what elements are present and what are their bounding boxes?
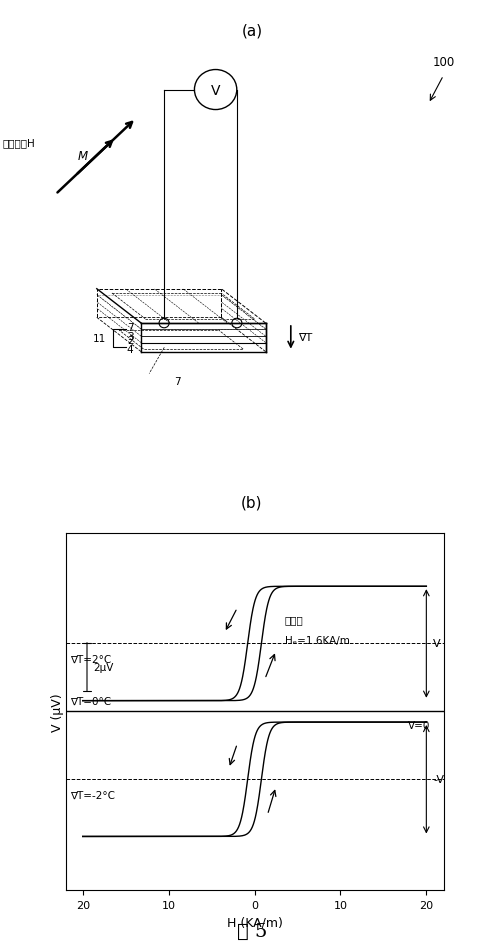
Text: -V: -V	[433, 775, 444, 784]
Text: 3: 3	[127, 332, 134, 342]
Text: V=0: V=0	[408, 721, 430, 730]
Text: 4: 4	[127, 345, 134, 355]
Text: Hₑ=1.6KA/m: Hₑ=1.6KA/m	[285, 636, 349, 645]
Text: (b): (b)	[241, 495, 263, 509]
Y-axis label: V (μV): V (μV)	[51, 692, 64, 731]
Text: 外部磁場H: 外部磁場H	[3, 138, 35, 148]
Text: ∇T=0°C: ∇T=0°C	[70, 696, 111, 706]
X-axis label: H (KA/m): H (KA/m)	[227, 916, 282, 928]
Text: V: V	[433, 639, 441, 648]
Text: 2μV: 2μV	[93, 662, 113, 672]
Text: M: M	[78, 149, 88, 163]
Text: ∇T=2°C: ∇T=2°C	[70, 655, 111, 664]
Text: 保磁力: 保磁力	[285, 614, 303, 625]
Text: 図 5: 図 5	[237, 922, 267, 940]
Text: 2: 2	[127, 336, 134, 346]
Text: (a): (a)	[241, 24, 263, 39]
Text: 7: 7	[174, 376, 181, 387]
Text: ∇T: ∇T	[298, 333, 312, 343]
Text: 7: 7	[127, 323, 134, 332]
Text: V: V	[211, 84, 220, 97]
Text: 11: 11	[93, 334, 106, 344]
Text: ∇T=-2°C: ∇T=-2°C	[70, 790, 115, 800]
Text: 100: 100	[432, 56, 455, 69]
